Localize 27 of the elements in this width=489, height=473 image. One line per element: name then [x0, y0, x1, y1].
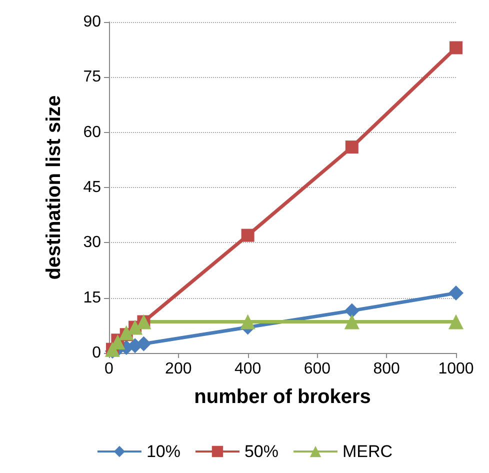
point: [241, 228, 254, 242]
point: [344, 314, 360, 330]
legend-label: 10%: [146, 442, 180, 461]
point: [448, 286, 464, 301]
point: [450, 41, 462, 54]
x-tick-label: 200: [165, 360, 192, 378]
y-tick-label: 45: [83, 179, 102, 196]
point: [118, 325, 134, 340]
x-tick-label: 1000: [438, 360, 474, 378]
y-tick-label: 0: [92, 344, 102, 362]
y-tick-label: 60: [83, 124, 102, 141]
y-tick-label: 90: [83, 14, 102, 30]
point: [345, 140, 358, 154]
x-tick-label: 400: [234, 360, 262, 378]
point: [240, 314, 256, 330]
x-tick-label: 800: [373, 360, 400, 378]
x-axis-title: number of brokers: [194, 386, 371, 408]
y-tick-label: 15: [83, 289, 102, 306]
y-tick-label: 75: [83, 68, 102, 86]
point: [344, 303, 360, 318]
x-tick-label: 0: [104, 360, 114, 378]
legend-label: MERC: [342, 442, 393, 461]
y-tick-label: 30: [83, 234, 102, 252]
x-tick-label: 600: [304, 360, 331, 378]
legend-label: 50%: [244, 442, 279, 461]
point: [448, 314, 464, 330]
y-axis-title: destination list size: [43, 95, 65, 280]
